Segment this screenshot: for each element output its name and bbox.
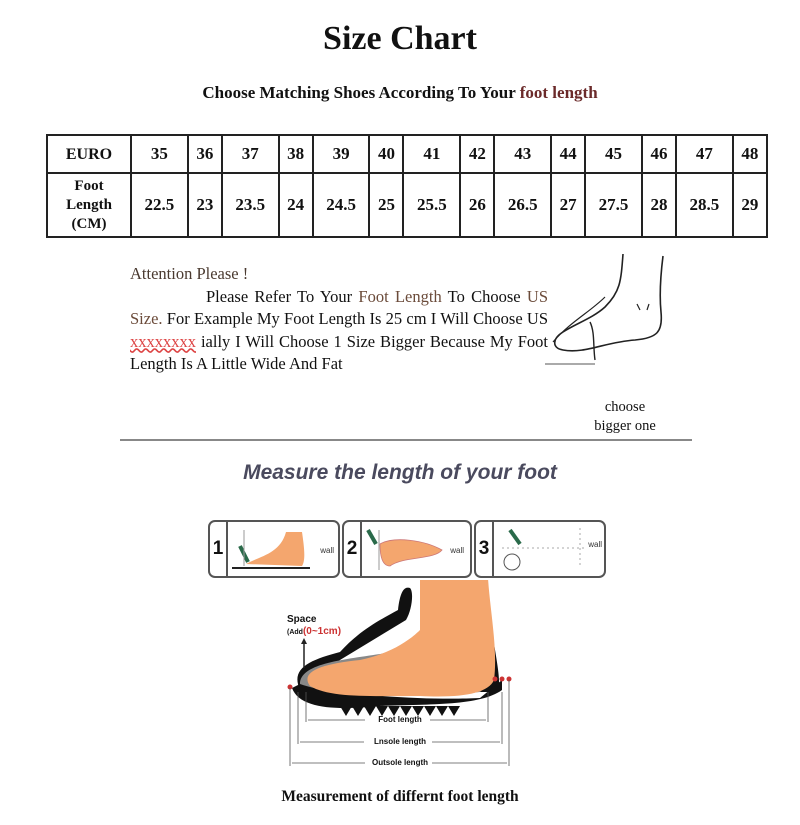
space-add: (Add(0~1cm) [287, 626, 341, 637]
foot-length-cell: 27.5 [584, 172, 643, 238]
caption: Measurement of differnt foot length [281, 788, 519, 805]
step-number: 3 [476, 522, 494, 576]
foot-length-label: Foot length [378, 715, 422, 724]
attention-heading: Attention Please ! [130, 264, 249, 283]
foot-length-row: Foot Length (CM) 22.5 23 23.5 24 24.5 25 25.5 26 2… [46, 172, 769, 238]
divider [120, 439, 692, 441]
step-number: 1 [210, 522, 228, 576]
outsole-length-label: Outsole length [372, 758, 428, 767]
euro-header: EURO [46, 134, 132, 174]
step-3: 3 wall [474, 520, 606, 578]
measure-heading: Measure the length of your foot [243, 461, 557, 484]
euro-size-cell: 37 [220, 134, 280, 174]
foot-length-cell: 25 [368, 172, 405, 238]
wall-label: wall [450, 546, 464, 555]
foot-side-icon [232, 530, 310, 569]
attention-text: To Choose [441, 286, 527, 306]
foot-length-cell: 24 [277, 172, 314, 238]
euro-size-cell: 38 [277, 134, 314, 174]
attention-redacted: xxxxxxxx [130, 331, 196, 351]
foot-length-cell: 27 [550, 172, 587, 238]
foot-length-cell: 29 [731, 172, 769, 238]
note-line: choose [604, 399, 646, 415]
attention-note: Attention Please ! Please Refer To Your … [130, 263, 548, 376]
euro-size-cell: 40 [368, 134, 405, 174]
shoe-diagram [287, 580, 512, 766]
attention-text: ially I Will Choose 1 Size Bigger Becaus… [130, 331, 548, 374]
euro-size-cell: 48 [731, 134, 769, 174]
choose-bigger-note: choose bigger one [575, 398, 675, 436]
attention-foot-length: Foot Length [358, 286, 442, 306]
foot-length-header: Foot Length (CM) [46, 172, 132, 238]
euro-size-cell: 45 [584, 134, 643, 174]
note-line: bigger one [594, 418, 656, 434]
foot-length-cell: 23 [186, 172, 223, 238]
add-value: (0~1cm) [302, 626, 342, 637]
wall-label: wall [588, 540, 602, 549]
header-line: Length [66, 196, 112, 213]
insole-length-label: Lnsole length [374, 737, 426, 746]
foot-length-cell: 22.5 [130, 172, 189, 238]
add-prefix: (Add [287, 629, 303, 636]
euro-size-cell: 46 [640, 134, 677, 174]
subtitle-highlight: foot length [519, 83, 598, 102]
euro-row: EURO 35 36 37 38 39 40 41 42 43 44 45 46 47 48 [46, 134, 769, 174]
euro-size-cell: 36 [186, 134, 223, 174]
step-1: 1 wall [208, 520, 340, 578]
attention-body [130, 287, 168, 306]
euro-size-cell: 39 [311, 134, 371, 174]
subtitle: Choose Matching Shoes According To Your … [0, 83, 800, 103]
attention-text: For Example My Foot Length Is 25 cm I Wi… [162, 309, 548, 328]
euro-size-cell: 47 [674, 134, 734, 174]
step-number: 2 [344, 522, 362, 576]
euro-size-cell: 42 [459, 134, 496, 174]
header-line: Foot [74, 177, 104, 194]
euro-size-cell: 43 [493, 134, 553, 174]
attention-text: Please Refer To Your [206, 286, 359, 306]
foot-length-cell: 28.5 [674, 172, 734, 238]
attention-us-size: US Size. [130, 286, 548, 329]
foot-length-cell: 23.5 [220, 172, 280, 238]
foot-length-cell: 26 [459, 172, 496, 238]
euro-size-cell: 41 [402, 134, 462, 174]
foot-length-cell: 25.5 [402, 172, 462, 238]
page-title: Size Chart [323, 20, 477, 57]
foot-length-cell: 28 [640, 172, 677, 238]
space-label: Space [287, 614, 317, 625]
step-2: 2 wall [342, 520, 472, 578]
foot-sketch-icon [545, 253, 664, 365]
euro-size-cell: 44 [550, 134, 587, 174]
foot-length-cell: 24.5 [311, 172, 371, 238]
header-line: (CM) [71, 215, 107, 232]
subtitle-text: Choose Matching Shoes According To Your [202, 83, 520, 102]
foot-length-cell: 26.5 [493, 172, 553, 238]
euro-size-cell: 35 [130, 134, 189, 174]
wall-label: wall [320, 546, 334, 555]
measure-mark-icon [502, 528, 586, 571]
foot-top-icon [366, 529, 443, 570]
size-table: EURO 35 36 37 38 39 40 41 42 43 44 45 46 47 48 Foot Le… [46, 134, 769, 238]
